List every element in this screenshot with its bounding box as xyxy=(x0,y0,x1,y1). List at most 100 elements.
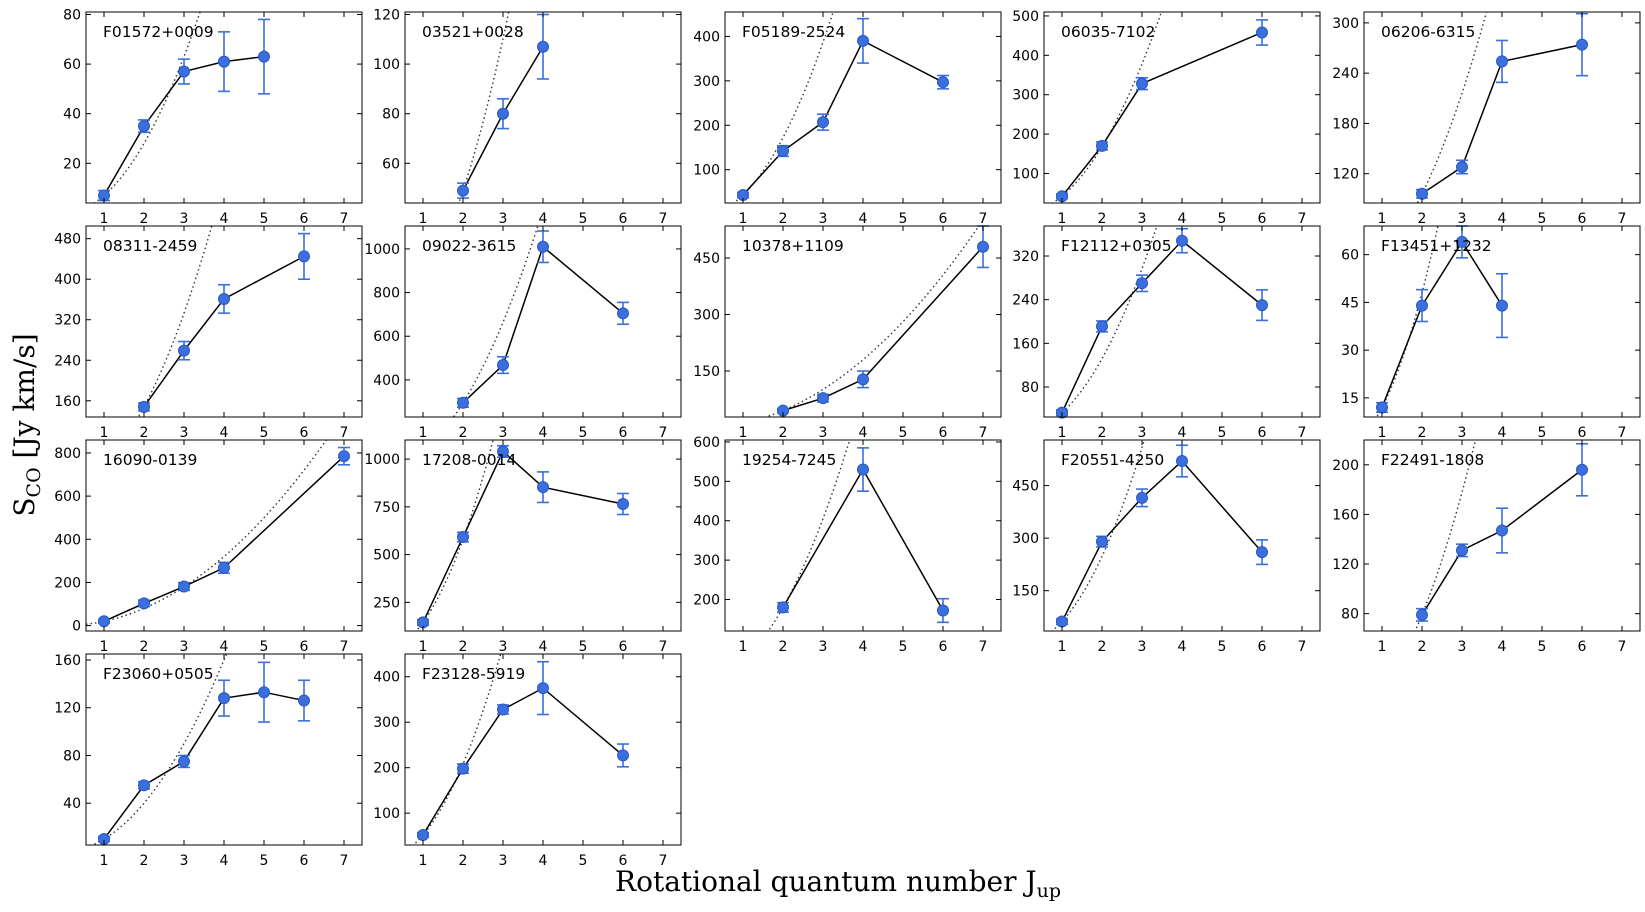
y-tick-label: 750 xyxy=(373,500,400,516)
data-point xyxy=(417,828,429,841)
data-point xyxy=(218,55,230,68)
dotted-model-curve xyxy=(1051,12,1163,203)
x-tick-label: 7 xyxy=(659,639,668,655)
data-point xyxy=(1456,160,1468,173)
panel-title: 10378+1109 xyxy=(742,237,844,255)
data-point xyxy=(298,694,310,707)
data-point xyxy=(537,481,549,494)
data-point xyxy=(497,445,509,458)
subplot-16: 1 2 3 4 5 6 7 100 200 300 400 F23128-5919 xyxy=(373,653,682,869)
y-tick-label: 60 xyxy=(1341,248,1359,264)
data-point xyxy=(1416,299,1428,312)
y-tick-label: 240 xyxy=(54,353,81,369)
data-point xyxy=(497,107,509,120)
data-point xyxy=(857,463,869,476)
subplot-8: 1 2 3 4 5 6 7 80 160 240 320 F12112+0305 xyxy=(1012,225,1321,441)
y-tick-label: 1000 xyxy=(364,242,400,258)
x-tick-label: 2 xyxy=(459,211,468,227)
data-point xyxy=(1416,187,1428,200)
panel-title: F23060+0505 xyxy=(103,665,214,683)
y-axis-title-subscript: CO xyxy=(23,467,45,497)
x-tick-label: 1 xyxy=(739,211,748,227)
y-tick-label: 300 xyxy=(693,74,720,90)
data-point xyxy=(537,682,549,695)
series-line xyxy=(103,691,305,840)
x-tick-label: 6 xyxy=(619,853,628,869)
panel-title: 06035-7102 xyxy=(1061,23,1155,41)
y-tick-label: 100 xyxy=(1012,166,1039,182)
x-tick-label: 6 xyxy=(1578,639,1587,655)
y-tick-label: 200 xyxy=(693,118,720,134)
y-tick-label: 40 xyxy=(63,796,81,812)
y-tick-label: 500 xyxy=(373,548,400,564)
subplot-0: 1 2 3 4 5 6 7 20 40 60 80 F01572+0009 xyxy=(63,7,363,227)
data-point xyxy=(937,604,949,617)
y-tick-label: 200 xyxy=(54,575,81,591)
y-tick-label: 400 xyxy=(1012,48,1039,64)
x-tick-label: 5 xyxy=(260,639,269,655)
subplot-1: 1 2 3 4 5 6 7 60 80 100 120 03521+0028 xyxy=(373,7,682,227)
x-tick-label: 3 xyxy=(1138,425,1147,441)
y-tick-label: 160 xyxy=(1332,507,1359,523)
x-tick-label: 5 xyxy=(260,853,269,869)
y-tick-label: 30 xyxy=(1341,343,1359,359)
x-tick-label: 2 xyxy=(1098,639,1107,655)
panel-title: 16090-0139 xyxy=(103,451,197,469)
data-point xyxy=(1096,535,1108,548)
data-point xyxy=(1496,299,1508,312)
data-point xyxy=(138,400,150,413)
x-tick-label: 5 xyxy=(579,211,588,227)
x-tick-label: 2 xyxy=(459,425,468,441)
x-tick-label: 3 xyxy=(180,211,189,227)
series-line xyxy=(1421,43,1583,195)
x-tick-label: 4 xyxy=(220,211,229,227)
x-tick-label: 3 xyxy=(819,211,828,227)
y-axis-title-unit: [Jy km/s] xyxy=(8,333,41,467)
dotted-model-curve xyxy=(767,440,851,631)
y-tick-label: 1000 xyxy=(364,452,400,468)
y-tick-label: 0 xyxy=(72,619,81,635)
y-tick-label: 80 xyxy=(1021,380,1039,396)
x-tick-label: 1 xyxy=(739,425,748,441)
subplot-5: 1 2 3 4 5 6 7 160 240 320 400 480 08311-2459 xyxy=(54,225,363,441)
y-tick-label: 200 xyxy=(1332,458,1359,474)
dotted-model-curve xyxy=(412,654,502,845)
panel-title: 03521+0028 xyxy=(422,23,524,41)
y-tick-label: 100 xyxy=(373,806,400,822)
x-tick-label: 3 xyxy=(499,211,508,227)
y-tick-label: 300 xyxy=(1012,88,1039,104)
x-tick-label: 1 xyxy=(1378,211,1387,227)
x-tick-label: 4 xyxy=(859,639,868,655)
data-point xyxy=(1096,320,1108,333)
x-tick-label: 6 xyxy=(619,425,628,441)
x-tick-label: 4 xyxy=(1498,211,1507,227)
data-point xyxy=(178,580,190,593)
dotted-model-curve xyxy=(1414,440,1477,631)
panel-title: F23128-5919 xyxy=(422,665,525,683)
data-point xyxy=(457,762,469,775)
x-tick-label: 4 xyxy=(539,853,548,869)
x-tick-label: 5 xyxy=(1218,211,1227,227)
series-line xyxy=(103,455,345,622)
x-tick-label: 1 xyxy=(419,853,428,869)
dotted-model-curve xyxy=(86,440,328,625)
panel-title: 17208-0014 xyxy=(422,451,516,469)
x-tick-label: 5 xyxy=(899,211,908,227)
data-point xyxy=(537,240,549,253)
x-tick-label: 4 xyxy=(1178,211,1187,227)
y-tick-label: 500 xyxy=(1012,9,1039,25)
data-point xyxy=(298,250,310,263)
x-tick-label: 1 xyxy=(419,425,428,441)
x-tick-label: 3 xyxy=(499,639,508,655)
x-tick-label: 5 xyxy=(1538,211,1547,227)
x-tick-label: 4 xyxy=(1178,639,1187,655)
x-tick-label: 7 xyxy=(659,853,668,869)
y-tick-label: 45 xyxy=(1341,295,1359,311)
x-tick-label: 3 xyxy=(819,639,828,655)
y-tick-label: 800 xyxy=(373,286,400,302)
y-tick-label: 100 xyxy=(693,163,720,179)
data-point xyxy=(617,749,629,762)
y-tick-label: 600 xyxy=(373,329,400,345)
data-point xyxy=(1256,546,1268,559)
y-tick-label: 250 xyxy=(373,595,400,611)
